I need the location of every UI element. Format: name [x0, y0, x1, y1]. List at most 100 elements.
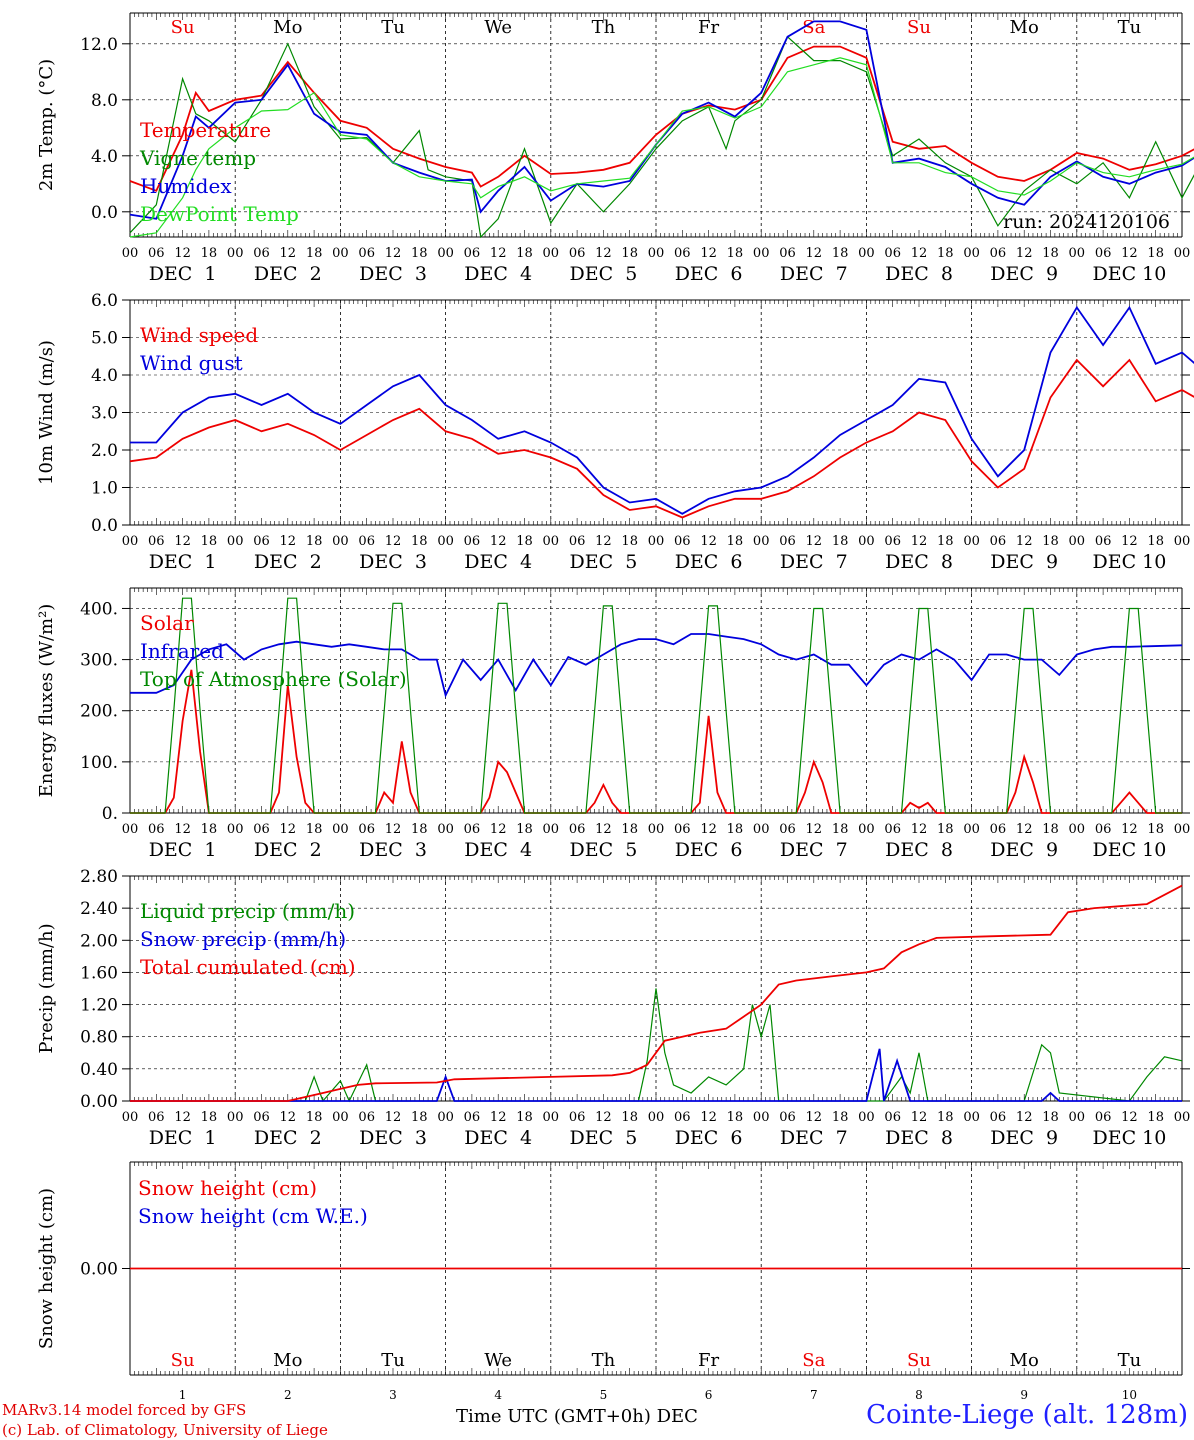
hour-tick-label: 12: [700, 822, 717, 837]
hour-tick-label: 18: [1147, 534, 1164, 549]
day-name-label: Su: [907, 17, 931, 38]
day-number-label: 8: [915, 1388, 923, 1402]
day-name-label: Fr: [698, 17, 719, 38]
hour-tick-label: 00: [648, 822, 665, 837]
legend-entry: Liquid precip (mm/h): [140, 899, 355, 923]
hour-tick-label: 12: [595, 246, 612, 261]
day-number-label: 4: [494, 1388, 502, 1402]
legend-entry: Humidex: [140, 174, 232, 198]
hour-tick-label: 18: [201, 822, 218, 837]
date-label: DEC 4: [464, 839, 532, 861]
hour-tick-label: 00: [753, 1110, 770, 1125]
date-label: DEC 5: [569, 551, 637, 573]
hour-tick-label: 06: [884, 822, 901, 837]
hour-tick-label: 12: [806, 1110, 823, 1125]
hour-tick-label: 12: [700, 534, 717, 549]
date-label: DEC 1: [149, 1127, 217, 1149]
chart-panel-5: 0.00 Snow height (cm) Su Mo Tu We Th Fr Sa Su Mo Tu…: [36, 1161, 1190, 1402]
hour-tick-label: 06: [990, 246, 1007, 261]
day-number-label: 1: [179, 1388, 187, 1402]
date-label: DEC 2: [254, 1127, 322, 1149]
hour-tick-label: 06: [464, 1110, 481, 1125]
hour-tick-label: 00: [963, 534, 980, 549]
legend-entry: Vigne temp: [139, 146, 256, 170]
legend-entry: Snow precip (mm/h): [140, 927, 346, 951]
hour-tick-label: 18: [201, 1110, 218, 1125]
hour-tick-label: 18: [411, 822, 428, 837]
date-label: DEC 3: [359, 263, 427, 285]
date-label: DEC 10: [1092, 839, 1166, 861]
hour-tick-label: 00: [332, 1110, 349, 1125]
hour-tick-label: 06: [674, 1110, 691, 1125]
footer-copyright-text: (c) Lab. of Climatology, University of L…: [2, 1421, 328, 1439]
hour-tick-label: 12: [490, 534, 507, 549]
date-label: DEC 2: [254, 263, 322, 285]
hour-tick-label: 12: [1121, 534, 1138, 549]
day-number-label: 3: [389, 1388, 397, 1402]
day-name-label: Mo: [1010, 1350, 1039, 1371]
date-label: DEC 4: [464, 263, 532, 285]
station-name: Cointe-Liege (alt. 128m): [866, 1400, 1188, 1430]
series-line-liquid-precip-mm-h-: [130, 988, 1183, 1103]
hour-tick-label: 00: [648, 534, 665, 549]
day-number-label: 5: [600, 1388, 608, 1402]
hour-tick-label: 12: [1121, 822, 1138, 837]
hour-tick-label: 06: [358, 822, 375, 837]
y-tick-label: 1.20: [80, 996, 118, 1016]
hour-tick-label: 18: [1042, 822, 1059, 837]
hour-tick-label: 12: [490, 822, 507, 837]
hour-tick-label: 12: [806, 534, 823, 549]
hour-tick-label: 12: [1121, 1110, 1138, 1125]
legend-entry: DewPoint Temp: [140, 202, 299, 226]
day-name-label: Su: [171, 1350, 195, 1371]
date-label: DEC 9: [990, 839, 1058, 861]
hour-tick-label: 18: [621, 822, 638, 837]
date-label: DEC 1: [149, 263, 217, 285]
day-name-label: Fr: [698, 1350, 719, 1371]
hour-tick-label: 12: [174, 1110, 191, 1125]
hour-tick-label: 18: [306, 1110, 323, 1125]
hour-tick-label: 06: [674, 246, 691, 261]
legend-entry: Total cumulated (cm): [140, 955, 356, 979]
hour-tick-label: 00: [437, 534, 454, 549]
day-name-label: Th: [592, 1350, 616, 1371]
y-tick-label: 12.0: [80, 35, 118, 55]
hour-tick-label: 06: [358, 246, 375, 261]
y-tick-label: 2.40: [80, 899, 118, 919]
hour-tick-label: 12: [806, 246, 823, 261]
day-name-label: We: [484, 1350, 512, 1371]
legend-entry: Wind speed: [140, 323, 258, 347]
hour-tick-label: 00: [122, 1110, 139, 1125]
hour-tick-label: 00: [963, 822, 980, 837]
series-line-dewpoint-temp: [129, 57, 1194, 238]
hour-tick-label: 12: [911, 534, 928, 549]
hour-tick-label: 12: [280, 1110, 297, 1125]
hour-tick-label: 00: [753, 822, 770, 837]
series-line-infrared: [130, 633, 1183, 699]
hour-tick-label: 18: [727, 822, 744, 837]
hour-tick-label: 18: [201, 534, 218, 549]
hour-tick-label: 12: [1016, 534, 1033, 549]
day-name-label: Tu: [1118, 17, 1142, 38]
hour-tick-label: 00: [543, 1110, 560, 1125]
date-label: DEC 10: [1092, 263, 1166, 285]
hour-tick-label: 00: [858, 246, 875, 261]
hour-tick-label: 18: [1042, 246, 1059, 261]
hour-tick-label: 12: [911, 822, 928, 837]
y-tick-label: 100.: [80, 753, 118, 773]
hour-tick-label: 18: [937, 246, 954, 261]
hour-tick-label: 00: [1174, 534, 1191, 549]
day-name-label: Su: [907, 1350, 931, 1371]
date-label: DEC 5: [569, 839, 637, 861]
day-name-label: Th: [592, 17, 616, 38]
hour-tick-label: 00: [227, 246, 244, 261]
hour-tick-label: 18: [1147, 246, 1164, 261]
date-label: DEC 4: [464, 551, 532, 573]
legend-entry: Wind gust: [140, 351, 243, 375]
hour-tick-label: 06: [464, 246, 481, 261]
run-label: run: 2024120106: [1003, 211, 1170, 233]
date-label: DEC 8: [885, 551, 953, 573]
series-line-solar: [130, 669, 1182, 814]
day-name-label: Tu: [1118, 1350, 1142, 1371]
hour-tick-label: 18: [832, 822, 849, 837]
